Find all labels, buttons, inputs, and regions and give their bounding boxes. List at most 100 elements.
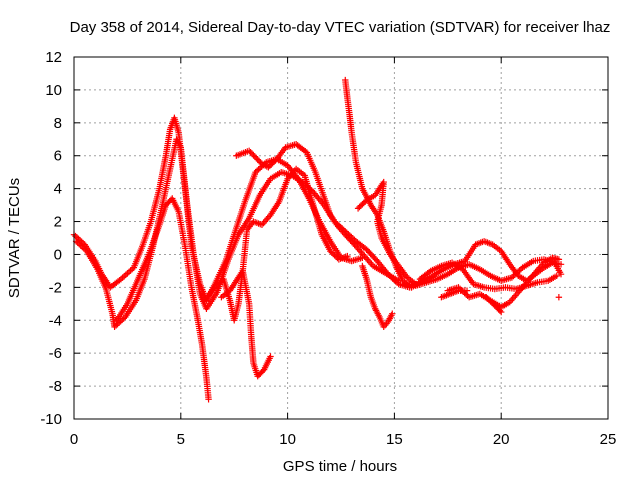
data-point [510,272,517,280]
data-point [354,205,362,212]
data-point [299,178,306,186]
data-point [120,315,127,322]
data-point [344,252,351,260]
series-sat-f [233,141,402,284]
series-sat-p [483,294,505,316]
series-sat-o [555,294,563,301]
data-point [120,273,128,280]
x-tick-label: 25 [600,431,617,448]
data-point [327,247,334,255]
data-point [214,281,222,288]
axis-ticks: 0 5 10 15 20 25 -10 -8 -6 -4 -2 0 2 4 6 8 10 12 [40,49,616,448]
data-point [462,291,470,298]
series-sat-e [218,267,274,380]
data-point [213,282,220,290]
data-point [73,234,81,241]
data-point [125,268,133,276]
data-point [508,274,516,281]
series-sat-a [70,114,366,304]
y-tick-label: 6 [54,148,62,165]
data-point [483,294,490,301]
data-point [127,267,134,274]
data-point [269,159,276,167]
data-point [119,316,126,324]
x-tick-label: 10 [279,431,296,448]
data-point [211,284,219,291]
series-sat-n [438,287,471,301]
series-sat-d [205,165,351,324]
data-point [267,353,274,360]
y-tick-label: -2 [49,279,62,296]
data-point [111,323,118,331]
data-point [463,287,471,294]
data-point [484,295,491,302]
x-tick-label: 5 [177,431,185,448]
x-tick-label: 20 [493,431,510,448]
chart-title: Day 358 of 2014, Sidereal Day-to-day VTE… [70,19,611,36]
data-point [253,154,260,162]
data-point [266,162,273,170]
plot-frame [73,56,609,420]
data-point [356,203,363,211]
y-tick-label: 2 [54,214,62,231]
data-point [514,268,522,276]
series-sat-c [113,195,212,403]
data-point [245,147,253,154]
data-point [75,240,83,248]
data-point [517,265,525,273]
y-tick-label: 12 [45,49,62,66]
data-point [488,299,496,306]
data-point [359,201,366,208]
data-point [332,253,340,260]
data-point [270,158,278,165]
data-point [496,307,504,314]
data-point [513,270,520,277]
data-point [329,250,337,258]
data-points [70,76,565,403]
data-point [251,153,259,160]
y-tick-label: 8 [54,115,62,132]
series-sat-b [72,136,413,331]
data-point [252,168,259,176]
data-point [255,166,262,173]
y-tick-label: -8 [49,378,62,395]
y-axis-label: SDTVAR / TECUs [6,178,23,298]
series-sat-l [416,259,560,293]
data-point [265,164,272,171]
data-point [80,245,87,252]
data-point [247,149,254,156]
data-point [117,318,124,325]
data-point [74,239,81,246]
y-tick-label: 0 [54,246,62,263]
data-point [555,256,563,263]
data-point [248,150,256,157]
data-point [485,296,493,304]
data-point [511,271,519,278]
x-axis-label: GPS time / hours [283,458,397,475]
data-point [82,246,89,253]
data-point [254,156,261,163]
data-point [425,268,433,276]
data-point [498,308,505,316]
data-point [389,310,396,317]
y-tick-label: -4 [49,312,62,329]
data-point [217,278,224,286]
data-point [331,252,338,259]
data-point [268,161,275,168]
data-point [516,267,523,274]
y-tick-label: -6 [49,345,62,362]
data-point [253,167,261,174]
series-sat-h [359,262,396,331]
data-point [487,298,494,305]
data-point [255,157,263,165]
data-point [114,320,121,328]
data-point [205,396,212,403]
data-point [256,164,264,172]
data-point [553,272,560,280]
data-point [122,271,129,279]
grid [74,57,608,419]
data-point [328,249,335,256]
y-tick-label: 4 [54,181,62,198]
data-point [357,202,365,209]
